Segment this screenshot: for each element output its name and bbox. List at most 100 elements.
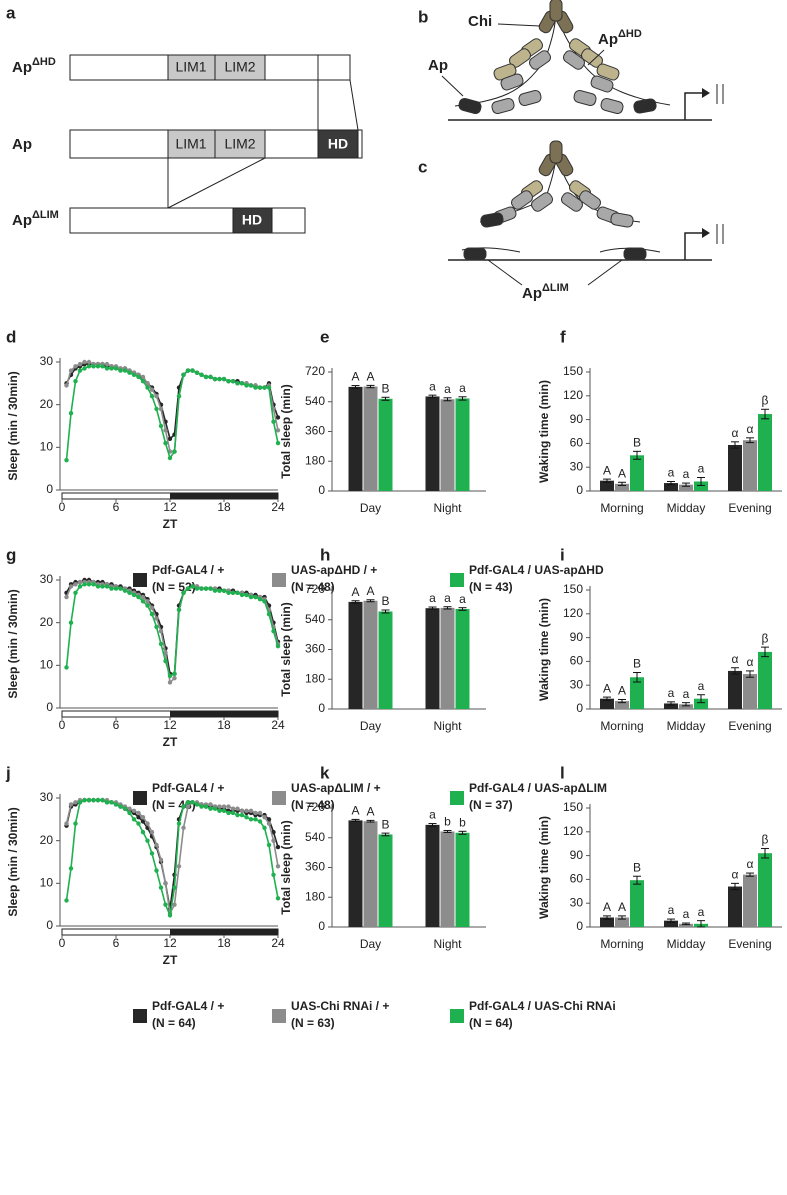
data-point xyxy=(113,586,119,591)
promoter-arrow xyxy=(684,232,702,260)
data-point xyxy=(185,368,191,373)
bar xyxy=(363,600,378,709)
data-point xyxy=(122,588,128,593)
error-bar xyxy=(618,915,626,920)
legend-swatch xyxy=(133,791,147,805)
data-point xyxy=(221,588,227,593)
data-point xyxy=(167,913,173,918)
data-point xyxy=(82,359,87,365)
data-point xyxy=(248,383,254,388)
bar xyxy=(363,821,378,927)
significance-letter: b xyxy=(444,815,451,829)
bar xyxy=(694,481,708,491)
data-point xyxy=(212,376,218,382)
data-point xyxy=(172,902,177,907)
error-bar xyxy=(443,606,452,610)
significance-letter: a xyxy=(683,467,690,481)
y-tick-label: 360 xyxy=(305,642,325,656)
error-bar xyxy=(381,396,390,401)
dark-phase xyxy=(170,711,278,717)
data-point xyxy=(262,599,267,604)
data-point xyxy=(154,616,159,621)
y-tick-label: 0 xyxy=(318,483,325,497)
data-point xyxy=(100,584,105,589)
significance-letter: B xyxy=(381,594,389,608)
data-point xyxy=(86,359,92,365)
x-tick-label: Evening xyxy=(728,937,771,951)
significance-letter: b xyxy=(459,815,466,829)
data-point xyxy=(275,844,281,850)
legend-label: Pdf-GAL4 / UAS-Chi RNAi xyxy=(469,999,616,1013)
data-point xyxy=(239,592,245,598)
construct-label: ApΔHD xyxy=(12,56,56,76)
panel-letter: g xyxy=(6,545,16,564)
significance-letter: B xyxy=(633,436,641,450)
x-tick-label: Day xyxy=(360,937,381,951)
data-point xyxy=(226,379,231,384)
data-point xyxy=(172,449,177,454)
error-bar xyxy=(351,385,360,389)
domain-label: LIM1 xyxy=(175,59,206,75)
data-point xyxy=(194,370,200,375)
error-bar xyxy=(366,819,375,823)
significance-letter: a xyxy=(683,687,690,701)
significance-letter: A xyxy=(603,900,611,914)
data-point xyxy=(221,376,227,382)
legend-count: (N = 48) xyxy=(291,580,335,594)
series-line xyxy=(65,583,279,678)
lim-domain xyxy=(167,54,216,81)
data-point xyxy=(73,590,78,595)
data-point xyxy=(64,594,69,600)
data-point xyxy=(248,817,254,822)
data-point xyxy=(266,821,272,826)
data-point xyxy=(127,370,132,375)
error-bar xyxy=(633,672,641,683)
x-tick-label: Midday xyxy=(667,937,706,951)
y-axis-label: Sleep (min / 30min) xyxy=(6,589,20,698)
y-tick-label: 720 xyxy=(305,800,325,814)
bar xyxy=(615,701,629,709)
x-tick-label: Evening xyxy=(728,719,771,733)
y-axis-label: Waking time (min) xyxy=(537,816,551,919)
data-point xyxy=(199,586,204,591)
bar xyxy=(743,440,757,491)
y-tick-label: 0 xyxy=(46,482,53,496)
data-point xyxy=(275,643,281,649)
x-tick-label: 6 xyxy=(113,500,120,514)
error-bar xyxy=(761,646,769,658)
data-point xyxy=(64,898,69,903)
promoter-arrow xyxy=(684,92,702,120)
data-point xyxy=(199,804,204,809)
x-tick-label: 0 xyxy=(59,936,66,950)
data-point xyxy=(208,802,213,807)
data-point xyxy=(275,428,281,433)
y-tick-label: 150 xyxy=(563,800,583,814)
legend-swatch xyxy=(133,573,147,587)
series-line xyxy=(65,363,279,441)
x-tick-label: Night xyxy=(433,719,462,733)
protein-domain xyxy=(633,98,657,114)
data-point xyxy=(77,368,83,373)
hd-domain xyxy=(232,207,273,234)
bar xyxy=(728,670,742,709)
data-point xyxy=(64,383,69,388)
data-point xyxy=(131,592,137,598)
domain-label: LIM2 xyxy=(224,59,255,75)
legend-swatch xyxy=(450,573,464,587)
data-point xyxy=(185,586,191,591)
data-point xyxy=(113,802,119,807)
data-point xyxy=(212,806,218,811)
data-point xyxy=(239,808,245,813)
data-point xyxy=(64,457,69,463)
x-tick-label: 12 xyxy=(163,500,177,514)
data-point xyxy=(140,594,146,600)
error-bar xyxy=(731,882,739,891)
data-point xyxy=(77,579,83,585)
bar xyxy=(679,704,693,709)
data-point xyxy=(154,406,159,412)
data-point xyxy=(262,825,267,831)
legend-count: (N = 63) xyxy=(291,1016,335,1030)
y-tick-label: 90 xyxy=(570,412,584,426)
